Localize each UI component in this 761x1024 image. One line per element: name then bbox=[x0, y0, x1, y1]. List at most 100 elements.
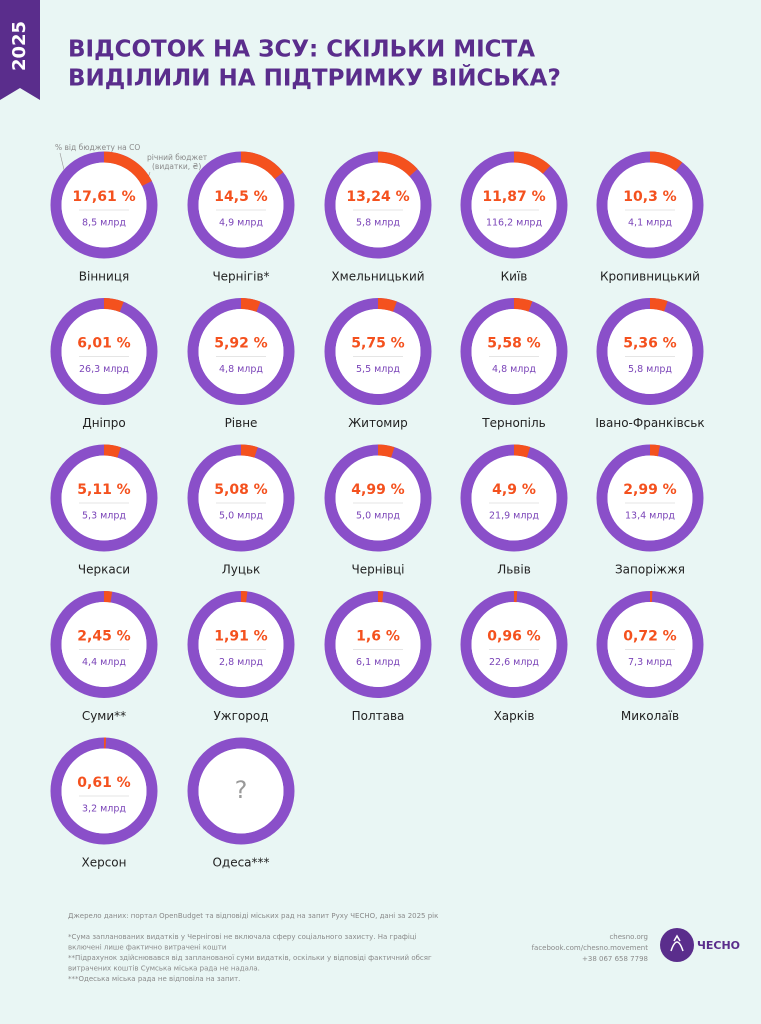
budget-label: 5,0 млрд bbox=[219, 511, 263, 522]
city-name: Миколаїв bbox=[621, 709, 679, 723]
share-label: 1,91 % bbox=[214, 629, 267, 645]
city-name: Полтава bbox=[352, 709, 405, 723]
city-name: Херсон bbox=[81, 856, 126, 870]
budget-label: 26,3 млрд bbox=[79, 364, 129, 375]
donut-center bbox=[198, 748, 284, 834]
donut-center bbox=[61, 602, 147, 687]
donut-center bbox=[607, 309, 693, 394]
share-arc bbox=[649, 444, 660, 457]
share-label: 2,99 % bbox=[623, 482, 676, 498]
donut-center bbox=[471, 162, 557, 248]
share-arc bbox=[513, 298, 533, 312]
city-name: Чернігів* bbox=[212, 270, 269, 284]
donut-center bbox=[61, 748, 147, 834]
donut-center bbox=[335, 309, 421, 394]
donut-center bbox=[198, 602, 284, 687]
footnote: включені лише фактично витрачені кошти bbox=[68, 944, 226, 952]
budget-label: 4,9 млрд bbox=[219, 218, 263, 229]
share-label: 1,6 % bbox=[356, 629, 400, 645]
share-label: 0,96 % bbox=[487, 629, 540, 645]
budget-label: 5,8 млрд bbox=[356, 218, 400, 229]
donut-center bbox=[61, 309, 147, 394]
annotation: (видатки, ₴) bbox=[152, 162, 201, 171]
city-name: Ужгород bbox=[213, 709, 268, 723]
source: Джерело даних: портал OpenBudget та відп… bbox=[68, 912, 438, 920]
logo-text: ЧЕСНО bbox=[697, 939, 740, 952]
badge: 2025 bbox=[9, 21, 30, 71]
budget-label: 4,8 млрд bbox=[492, 364, 536, 375]
budget-label: 5,3 млрд bbox=[82, 511, 126, 522]
budget-label: 21,9 млрд bbox=[489, 511, 539, 522]
share-label: 5,75 % bbox=[351, 336, 404, 352]
budget-label: 4,8 млрд bbox=[219, 364, 263, 375]
budget-label: 5,8 млрд bbox=[628, 364, 672, 375]
share-label: 5,11 % bbox=[77, 482, 130, 498]
share-label: ? bbox=[235, 776, 248, 804]
share-arc bbox=[649, 298, 668, 312]
share-label: 6,01 % bbox=[77, 336, 130, 352]
footnote: ***Одеська міська рада не відповіла на з… bbox=[68, 975, 240, 983]
share-arc bbox=[240, 444, 258, 458]
contact: +38 067 658 7798 bbox=[582, 955, 648, 963]
share-label: 5,08 % bbox=[214, 482, 267, 498]
footnote: *Сума запланованих видатків у Чернігові … bbox=[68, 933, 417, 941]
donut-center bbox=[471, 602, 557, 687]
donut-center bbox=[471, 455, 557, 541]
logo-icon bbox=[670, 934, 684, 952]
city-name: Львів bbox=[497, 563, 531, 577]
city-name: Чернівці bbox=[352, 563, 405, 577]
share-label: 11,87 % bbox=[482, 189, 545, 205]
donut-center bbox=[335, 162, 421, 248]
donut-center bbox=[61, 455, 147, 541]
city-name: Житомир bbox=[348, 416, 408, 430]
contact: chesno.org bbox=[609, 933, 648, 941]
donut-center bbox=[471, 309, 557, 394]
share-arc bbox=[240, 297, 261, 312]
city-name: Суми** bbox=[82, 709, 126, 723]
city-name: Рівне bbox=[225, 416, 258, 430]
footnote: витрачених коштів Сумська міська рада не… bbox=[68, 965, 260, 973]
city-name: Кропивницький bbox=[600, 270, 700, 284]
budget-label: 13,4 млрд bbox=[625, 511, 675, 522]
donut-center bbox=[607, 602, 693, 687]
donut-center bbox=[198, 309, 284, 394]
contact: facebook.com/chesno.movement bbox=[532, 944, 649, 952]
budget-label: 6,1 млрд bbox=[356, 657, 400, 668]
budget-label: 7,3 млрд bbox=[628, 657, 672, 668]
share-arc bbox=[103, 444, 121, 458]
share-label: 4,99 % bbox=[351, 482, 404, 498]
city-name: Хмельницький bbox=[331, 270, 424, 284]
logo-mark bbox=[660, 928, 694, 962]
share-label: 4,9 % bbox=[492, 482, 536, 498]
share-label: 5,92 % bbox=[214, 336, 267, 352]
share-arc bbox=[377, 444, 395, 458]
share-arc bbox=[377, 151, 418, 177]
donut-center bbox=[335, 455, 421, 541]
city-name: Тернопіль bbox=[481, 416, 545, 430]
budget-label: 2,8 млрд bbox=[219, 657, 263, 668]
annotation: річний бюджет bbox=[147, 153, 208, 162]
budget-label: 3,2 млрд bbox=[82, 804, 126, 815]
share-arc bbox=[513, 444, 531, 458]
share-arc bbox=[103, 298, 124, 313]
share-arc bbox=[649, 151, 683, 172]
city-name: Вінниця bbox=[79, 270, 129, 284]
city-name: Івано-Франківськ bbox=[595, 416, 704, 430]
city-name: Запоріжжя bbox=[615, 563, 685, 577]
share-label: 2,45 % bbox=[77, 629, 130, 645]
share-label: 0,61 % bbox=[77, 775, 130, 791]
annotation: % від бюджету на СО bbox=[55, 143, 140, 152]
budget-label: 116,2 млрд bbox=[486, 218, 542, 229]
share-label: 0,72 % bbox=[623, 629, 676, 645]
city-name: Луцьк bbox=[222, 563, 261, 577]
badge-ribbon bbox=[0, 0, 40, 100]
share-label: 5,36 % bbox=[623, 336, 676, 352]
share-label: 14,5 % bbox=[214, 189, 267, 205]
donut-ring bbox=[187, 737, 295, 845]
budget-label: 8,5 млрд bbox=[82, 218, 126, 229]
city-name: Дніпро bbox=[82, 416, 125, 430]
title-line: ВІДСОТОК НА ЗСУ: СКІЛЬКИ МІСТА bbox=[68, 37, 535, 63]
title-line: ВИДІЛИЛИ НА ПІДТРИМКУ ВІЙСЬКА? bbox=[68, 64, 561, 92]
budget-label: 22,6 млрд bbox=[489, 657, 539, 668]
budget-label: 5,0 млрд bbox=[356, 511, 400, 522]
